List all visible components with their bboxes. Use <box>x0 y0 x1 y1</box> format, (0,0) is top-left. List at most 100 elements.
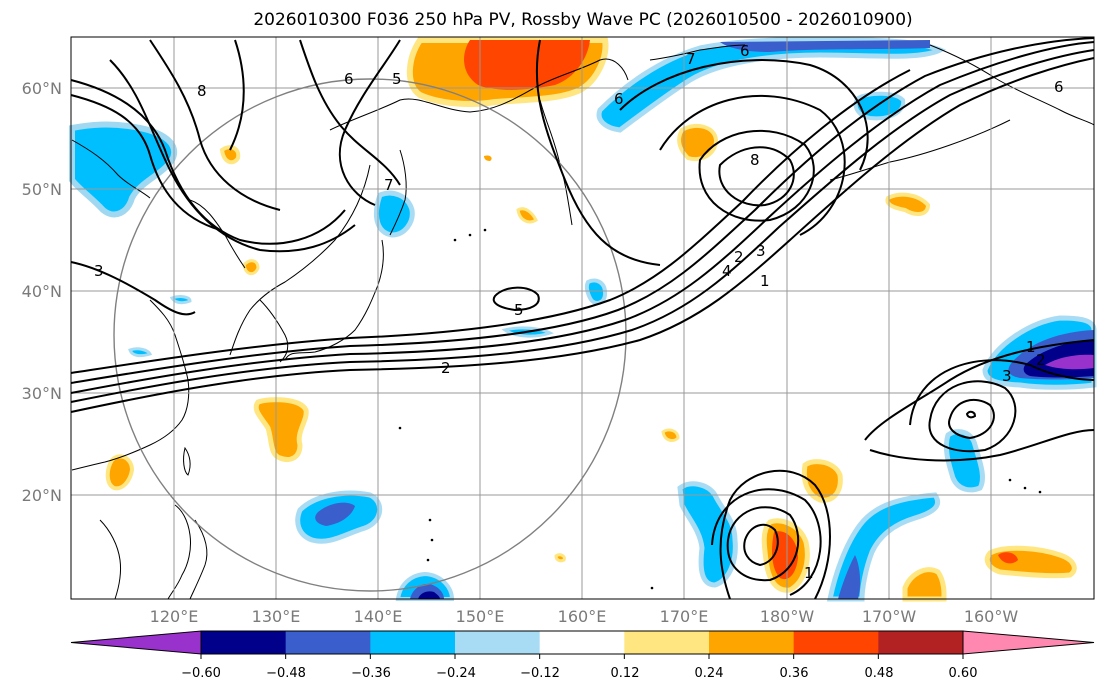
colorbar-cell <box>285 631 371 654</box>
contour-south-2 <box>726 506 800 582</box>
island-dot <box>483 228 487 232</box>
map-panel: 8 6 5 7 3 2 5 7 6 6 8 4 2 3 1 1 2 3 1 6 <box>69 36 1097 602</box>
colorbar-cell <box>370 631 456 654</box>
contour-label: 8 <box>197 82 207 100</box>
contour-label: 6 <box>614 90 624 108</box>
lon-label: 180°W <box>760 607 815 626</box>
contour-upper-1 <box>229 39 245 151</box>
contour-trough-3 <box>70 94 221 231</box>
coast-okhotsk-north <box>329 58 629 131</box>
map-frame <box>70 36 1095 600</box>
colorbar-cell <box>201 631 287 654</box>
coast-primorye-korea <box>229 164 371 356</box>
anomaly-darkblue-southeast <box>838 555 861 599</box>
colorbar-tick-label: 0.36 <box>780 666 809 681</box>
coast-japan <box>284 239 384 361</box>
lon-label: 170°W <box>862 607 917 626</box>
coastlines <box>71 44 1095 600</box>
coast-korea-east <box>259 299 289 363</box>
contour-lowcenter-4 <box>864 339 1095 441</box>
graticule <box>71 37 1094 599</box>
contour-kamchatka <box>535 39 661 266</box>
colorbar-tick-label: −0.12 <box>520 666 560 681</box>
contour-south-4 <box>719 469 831 600</box>
contour-jet-4 <box>70 37 1095 384</box>
coast-sakhalin <box>389 149 407 236</box>
contour-label: 6 <box>344 70 354 88</box>
anomaly-orange-dateline-north <box>801 459 843 503</box>
contour-8 <box>149 39 281 211</box>
island-dot <box>468 233 472 237</box>
colorbar-cell <box>455 631 541 654</box>
contour-3-west <box>70 261 196 316</box>
coast-philippines-south <box>189 519 208 600</box>
contour-label: 2 <box>734 248 744 266</box>
anomaly-orange-spot-2 <box>677 123 719 161</box>
anomaly-blue-mongolia <box>69 121 177 218</box>
colorbar-tick-label: −0.48 <box>266 666 306 681</box>
island-dot <box>1038 490 1042 494</box>
contour-label: 8 <box>750 151 760 169</box>
contour-jet-3 <box>70 41 1095 394</box>
lat-label: 20°N <box>22 486 62 505</box>
contour-6-arc <box>659 94 846 236</box>
coast-philippines <box>167 504 191 600</box>
contour-label: 3 <box>94 262 104 280</box>
lon-label: 130°E <box>252 607 301 626</box>
pv-contours <box>70 37 1095 600</box>
contour-jet-1 <box>70 57 1095 413</box>
colorbar: −0.60 −0.48 −0.36 −0.24 −0.12 0.12 0.24 … <box>70 630 1095 681</box>
lat-label: 30°N <box>22 384 62 403</box>
contour-label: 2 <box>441 359 451 377</box>
anomaly-purple-east <box>1045 354 1094 370</box>
colorbar-cell <box>624 631 710 654</box>
contour-label: 4 <box>722 262 732 280</box>
coast-china-east <box>71 299 190 471</box>
latitude-labels: 60°N 50°N 40°N 30°N 20°N <box>22 79 62 505</box>
coast-indochina <box>99 519 121 600</box>
lat-label: 40°N <box>22 282 62 301</box>
coast-siberia-east <box>649 44 746 61</box>
anomaly-orange-spot-6 <box>484 155 492 161</box>
island-dot <box>398 426 402 430</box>
contour-label: 7 <box>384 176 394 194</box>
colorbar-tick-label: −0.24 <box>436 666 476 681</box>
colorbar-tick-label: 0.24 <box>695 666 724 681</box>
anomaly-blue-spot-4 <box>169 295 192 305</box>
island-dot <box>1023 486 1027 490</box>
contour-label: 3 <box>756 242 766 260</box>
anomaly-red-far-right <box>998 552 1018 564</box>
island-dot <box>1008 478 1012 482</box>
coast-alaska <box>929 44 1095 126</box>
contour-lowcenter-3 <box>909 359 1095 426</box>
contour-labels: 8 6 5 7 3 2 5 7 6 6 8 4 2 3 1 1 2 3 1 6 <box>94 42 1064 582</box>
contour-south-1 <box>743 523 779 567</box>
contour-8-closed <box>718 146 795 207</box>
contour-jet-2 <box>70 49 1095 403</box>
colorbar-cell <box>539 631 625 654</box>
longitude-labels: 120°E 130°E 140°E 150°E 160°E 170°E 180°… <box>150 607 1019 626</box>
colorbar-cell <box>709 631 795 654</box>
colorbar-tick-label: 0.12 <box>611 666 640 681</box>
lon-label: 160°E <box>558 607 607 626</box>
anomaly-orange-spot-5 <box>242 259 260 276</box>
contour-outer-arc <box>619 59 869 171</box>
colorbar-frame <box>200 630 964 655</box>
contour-trough-2 <box>70 79 346 245</box>
colorbar-tick-label: 0.48 <box>865 666 894 681</box>
anomaly-orange-spot-7 <box>554 553 566 563</box>
anomaly-darkblue-northeast <box>720 40 930 52</box>
lon-label: 140°E <box>354 607 403 626</box>
anomaly-blue-spot-3 <box>128 347 153 358</box>
contour-lowcenter-1 <box>948 398 995 440</box>
anomaly-orange-spot-3 <box>885 192 931 216</box>
anomaly-orange-bottom-right <box>902 567 947 602</box>
anomaly-orange-spot-4 <box>516 207 538 224</box>
anomaly-orange-spot-8 <box>661 428 680 442</box>
contour-south-3 <box>711 488 822 596</box>
colorbar-cell <box>878 631 964 654</box>
island-markers <box>398 228 1042 590</box>
contour-lowcenter-2 <box>928 380 1017 453</box>
lon-label: 150°E <box>456 607 505 626</box>
